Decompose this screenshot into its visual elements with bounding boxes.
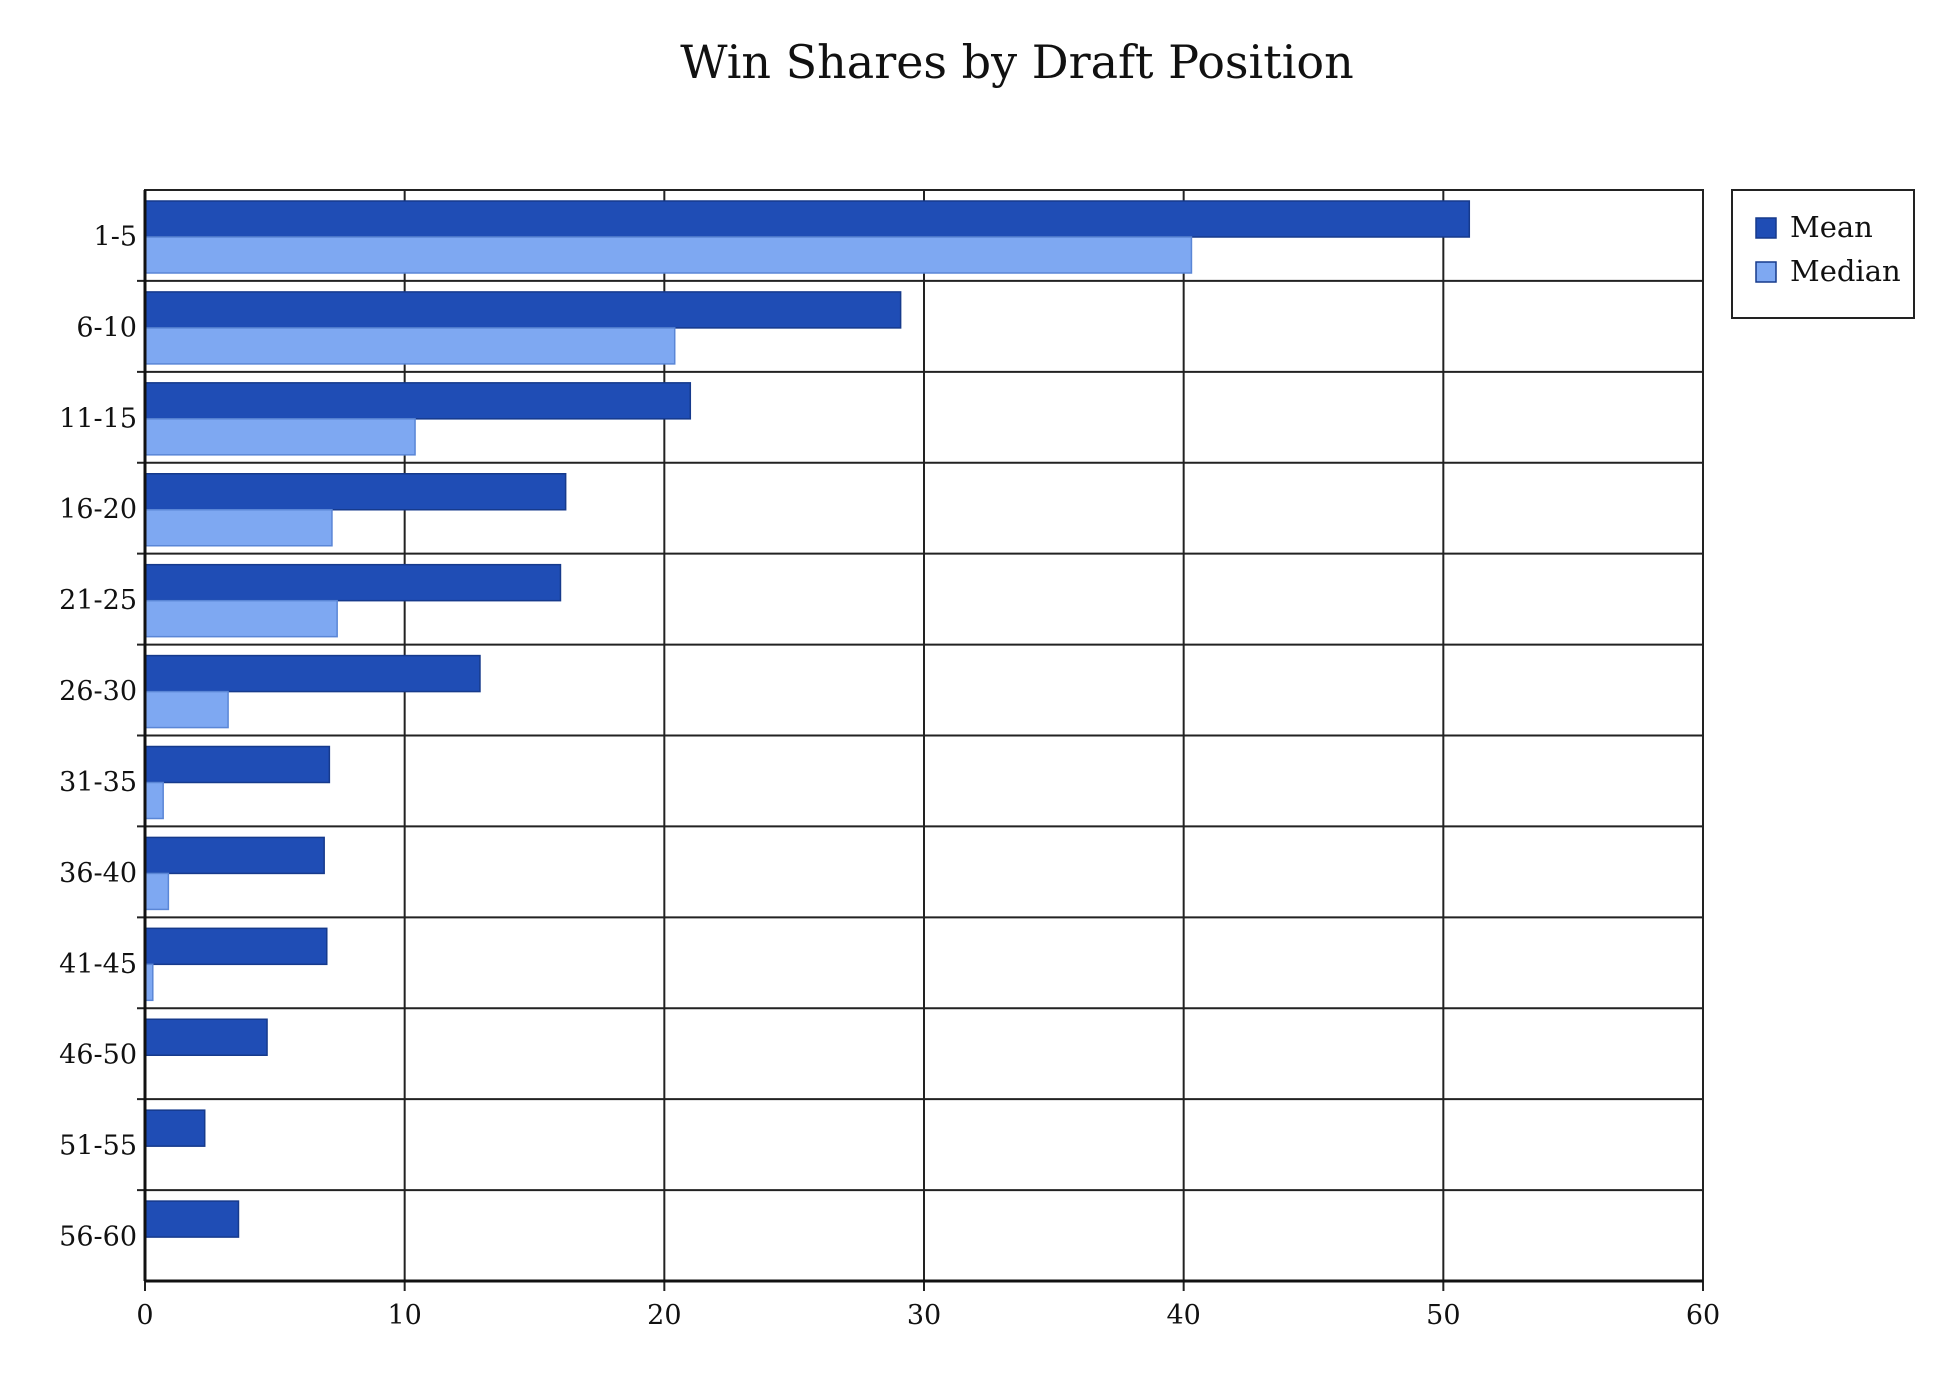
legend: Mean Median xyxy=(1731,189,1915,319)
y-tick-label: 51-55 xyxy=(59,1131,137,1162)
bar-mean-1-5 xyxy=(144,200,1471,238)
bar-median-1-5 xyxy=(144,236,1193,274)
legend-swatch-mean xyxy=(1755,217,1777,239)
x-tick-label: 0 xyxy=(136,1300,153,1331)
bar-median-36-40 xyxy=(144,872,170,911)
y-tick-label: 36-40 xyxy=(59,858,137,889)
y-tick-label: 31-35 xyxy=(59,767,137,798)
bar-mean-46-50 xyxy=(144,1018,268,1056)
x-tick-label: 10 xyxy=(387,1300,421,1331)
y-tick-label: 21-25 xyxy=(59,585,137,616)
x-tick-label: 30 xyxy=(907,1300,941,1331)
axis-layer: 0 10 20 30 40 50 60 1-5 6-10 11-15 16-20 21-25 26-30… xyxy=(59,190,1720,1331)
legend-box xyxy=(1731,189,1915,319)
y-tick-label: 11-15 xyxy=(59,403,137,434)
bar-mean-6-10 xyxy=(144,291,902,329)
legend-label-mean: Mean xyxy=(1790,210,1873,244)
bar-mean-11-15 xyxy=(144,382,692,420)
bar-mean-36-40 xyxy=(144,836,325,875)
x-tick-label: 20 xyxy=(647,1300,681,1331)
x-tick-label: 40 xyxy=(1166,1300,1200,1331)
bar-median-26-30 xyxy=(144,690,229,729)
bar-mean-26-30 xyxy=(144,654,481,693)
bar-mean-16-20 xyxy=(144,473,567,511)
bar-mean-56-60 xyxy=(144,1200,240,1238)
y-tick-label: 6-10 xyxy=(76,312,137,343)
y-tick-label: 41-45 xyxy=(59,949,137,980)
bar-median-21-25 xyxy=(144,599,338,638)
y-tick-label: 1-5 xyxy=(94,221,137,252)
x-tick-label: 60 xyxy=(1686,1300,1720,1331)
bar-mean-41-45 xyxy=(144,927,328,966)
chart-title: Win Shares by Draft Position xyxy=(680,35,1354,89)
y-tick-label: 26-30 xyxy=(59,676,137,707)
grid-layer xyxy=(137,189,1704,1291)
bar-median-31-35 xyxy=(144,781,164,820)
bar-median-6-10 xyxy=(144,327,676,365)
bar-mean-31-35 xyxy=(144,745,331,784)
y-tick-label: 46-50 xyxy=(59,1040,137,1071)
legend-label-median: Median xyxy=(1790,254,1901,288)
y-tick-label: 16-20 xyxy=(59,494,137,525)
legend-swatch-median xyxy=(1755,261,1777,283)
bar-median-16-20 xyxy=(144,509,333,547)
bar-layer xyxy=(144,200,1471,1238)
bar-mean-21-25 xyxy=(144,563,562,602)
bar-median-11-15 xyxy=(144,418,416,456)
y-tick-label: 56-60 xyxy=(59,1222,137,1253)
x-tick-label: 50 xyxy=(1426,1300,1460,1331)
bar-mean-51-55 xyxy=(144,1109,206,1147)
